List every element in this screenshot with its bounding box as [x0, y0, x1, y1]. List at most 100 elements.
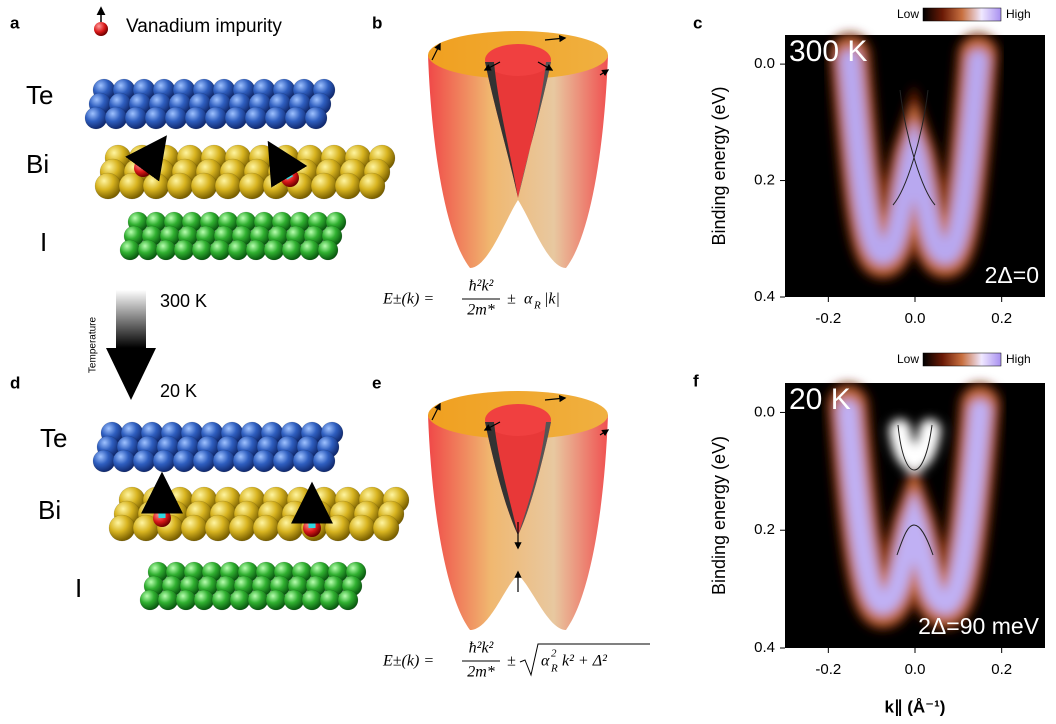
atom	[153, 450, 175, 472]
atom	[320, 590, 340, 610]
arpes-image	[785, 35, 1045, 297]
equation-alpha: α	[524, 291, 533, 308]
atom	[229, 515, 255, 541]
atom	[230, 590, 250, 610]
atom	[253, 450, 275, 472]
atom	[212, 590, 232, 610]
image-title: 20 K	[789, 383, 851, 416]
atom	[193, 450, 215, 472]
atom	[215, 173, 241, 199]
atom	[233, 450, 255, 472]
layer-label: I	[75, 573, 82, 603]
y-tick-label: 0.4	[754, 288, 775, 305]
atom	[225, 107, 247, 129]
x-tick-label: -0.2	[815, 310, 841, 327]
layer-label: Te	[40, 423, 67, 453]
equation-rest: k² + Δ²	[562, 653, 608, 670]
equation: E±(k) = ħ²k² 2m* ± α 2 R k² + Δ²	[382, 640, 650, 681]
atom	[277, 515, 303, 541]
atom	[239, 173, 265, 199]
atom	[264, 240, 284, 260]
atom	[246, 240, 266, 260]
y-tick-label: 0.2	[754, 521, 775, 538]
atom	[253, 515, 279, 541]
atom	[119, 173, 145, 199]
layer-label: I	[40, 227, 47, 257]
atom	[143, 173, 169, 199]
atom	[285, 107, 307, 129]
atom	[293, 450, 315, 472]
atom	[105, 107, 127, 129]
atom	[140, 590, 160, 610]
atom	[176, 590, 196, 610]
panel-label: f	[693, 371, 699, 390]
atom	[165, 107, 187, 129]
atom	[273, 450, 295, 472]
x-axis-label: k∥ (Å⁻¹)	[885, 697, 946, 716]
atom	[335, 173, 361, 199]
atom	[145, 107, 167, 129]
equation-subscript: R	[550, 663, 558, 675]
colorbar-high: High	[1006, 352, 1031, 366]
atom	[93, 450, 115, 472]
equation-numerator: ħ²k²	[469, 278, 495, 295]
atom	[185, 107, 207, 129]
atom	[349, 515, 375, 541]
temperature-axis-label: Temperature	[88, 316, 99, 373]
atom	[191, 173, 217, 199]
x-tick-label: -0.2	[815, 661, 841, 678]
image-title: 300 K	[789, 35, 867, 68]
atom	[210, 240, 230, 260]
equation-alpha: α	[541, 653, 550, 670]
atom	[194, 590, 214, 610]
atom	[245, 107, 267, 129]
x-tick-label: 0.0	[905, 661, 926, 678]
atom	[302, 590, 322, 610]
atom	[181, 515, 207, 541]
atom	[305, 107, 327, 129]
dispersion-cone	[428, 31, 608, 268]
atom	[325, 515, 351, 541]
image-annotation: 2Δ=90 meV	[918, 613, 1040, 639]
layer-label: Te	[26, 80, 53, 110]
arpes-image	[785, 383, 1045, 648]
equation-subscript: R	[533, 300, 541, 312]
atom	[120, 240, 140, 260]
panel-label: a	[10, 13, 20, 32]
equation-lhs: E±(k) =	[382, 291, 434, 308]
atom	[338, 590, 358, 610]
equation-denominator: 2m*	[467, 302, 495, 319]
atom	[174, 240, 194, 260]
equation-rest: |k|	[544, 291, 560, 308]
atom	[85, 107, 107, 129]
x-tick-label: 0.2	[991, 661, 1012, 678]
colorbar	[923, 8, 1001, 21]
temperature-arrow	[106, 348, 156, 400]
atom	[109, 515, 135, 541]
atom	[359, 173, 385, 199]
equation-lhs: E±(k) =	[382, 653, 434, 670]
y-tick-label: 0.0	[754, 55, 775, 72]
y-tick-label: 0.0	[754, 403, 775, 420]
y-tick-label: 0.4	[754, 639, 775, 656]
equation-superscript: 2	[551, 648, 557, 660]
impurity-icon	[94, 22, 108, 36]
panel-label: d	[10, 373, 20, 392]
atom	[138, 240, 158, 260]
panel-label: e	[372, 373, 381, 392]
equation-denominator: 2m*	[467, 664, 495, 681]
layer-label: Bi	[38, 495, 61, 525]
panel-label: c	[693, 13, 702, 32]
figure: a b c d e f Vanadium impurity Te Bi I Te…	[0, 0, 1056, 724]
atom	[156, 240, 176, 260]
equation-sign: ±	[507, 653, 516, 670]
x-tick-label: 0.2	[991, 310, 1012, 327]
x-tick-label: 0.0	[905, 310, 926, 327]
dispersion-cone	[428, 391, 608, 630]
atom	[282, 240, 302, 260]
atom	[265, 107, 287, 129]
equation-sign: ±	[507, 291, 516, 308]
equation-numerator: ħ²k²	[469, 640, 495, 657]
atom	[133, 450, 155, 472]
atom	[266, 590, 286, 610]
